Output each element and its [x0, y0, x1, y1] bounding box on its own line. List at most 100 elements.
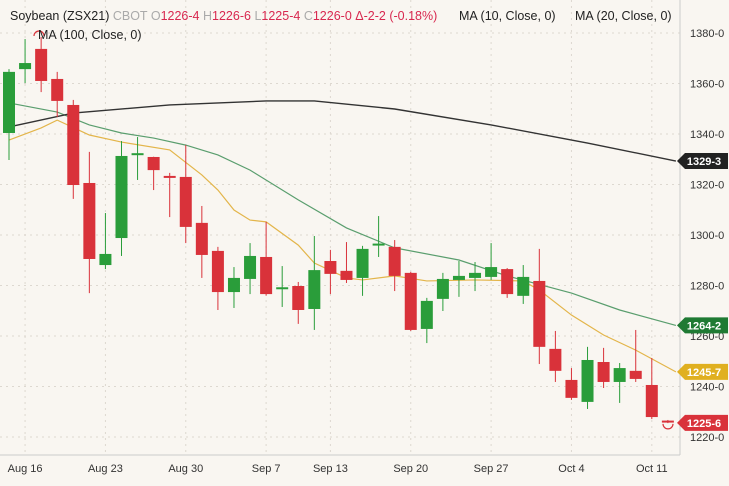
- candle-body: [420, 300, 433, 329]
- current-bar-marker-icon: [662, 423, 674, 430]
- y-tick-label: 1240-0: [690, 382, 724, 394]
- ma100-price-label: 1329-3: [677, 153, 728, 170]
- candle-body: [324, 261, 337, 274]
- ma20-price-label: 1264-2: [677, 317, 728, 334]
- ma20-line: [8, 102, 677, 326]
- x-tick-label: Oct 11: [636, 463, 668, 475]
- candle: [324, 249, 337, 295]
- candle: [35, 37, 48, 93]
- candle: [581, 346, 594, 409]
- candle-body: [613, 368, 626, 382]
- x-tick-label: Aug 30: [168, 463, 203, 475]
- candle: [517, 265, 530, 304]
- high-value: 1226-6: [212, 9, 251, 23]
- open-label: O: [150, 9, 161, 23]
- candle: [485, 243, 498, 280]
- candle: [292, 281, 305, 324]
- candle-body: [292, 286, 305, 310]
- open-value: 1226-4: [160, 9, 200, 23]
- candle-body: [581, 359, 594, 402]
- candle: [195, 205, 208, 278]
- candle-body: [67, 104, 80, 186]
- ma100-price-label-text: 1329-3: [687, 156, 721, 168]
- y-tick-label: 1320-0: [690, 180, 724, 192]
- candle-body: [372, 243, 385, 246]
- last-price-label: 1225-6: [677, 414, 728, 431]
- ma10-price-label: 1245-7: [677, 363, 728, 380]
- candle: [260, 221, 273, 296]
- candle: [67, 99, 80, 199]
- symbol-name: Soybean (ZSX21): [10, 9, 110, 23]
- candle-body: [485, 267, 498, 277]
- candle: [565, 368, 578, 400]
- candle: [549, 330, 562, 382]
- ma100-legend[interactable]: MA (100, Close, 0): [38, 28, 142, 42]
- candle: [308, 236, 321, 330]
- ma100-price-label-bg: [677, 153, 728, 170]
- change-value: Δ-2-2 (-0.18%): [355, 9, 438, 23]
- candle: [388, 240, 401, 292]
- candle-body: [404, 272, 417, 330]
- ma10-line: [8, 119, 677, 373]
- candle: [436, 272, 449, 312]
- low-value: 1225-4: [261, 9, 301, 23]
- candle: [420, 297, 433, 344]
- candle-body: [179, 176, 192, 227]
- x-tick-label: Sep 20: [393, 463, 428, 475]
- candle-body: [501, 269, 514, 295]
- candle: [51, 71, 64, 118]
- ma20-price-label-bg: [677, 317, 728, 334]
- candle: [179, 145, 192, 244]
- y-tick-label: 1380-0: [690, 28, 724, 40]
- candle: [131, 137, 144, 180]
- candle: [83, 151, 96, 294]
- x-tick-label: Sep 13: [313, 463, 348, 475]
- candle-body: [3, 71, 15, 133]
- ma10-legend[interactable]: MA (10, Close, 0): [459, 9, 556, 23]
- bar-marker-icon: [33, 30, 45, 37]
- x-tick-label: Sep 27: [474, 463, 509, 475]
- candle-body: [195, 222, 208, 255]
- candle: [115, 141, 128, 256]
- exchange: CBOT: [112, 9, 148, 23]
- candle: [356, 245, 369, 296]
- y-tick-label: 1300-0: [690, 230, 724, 242]
- x-tick-label: Aug 23: [88, 463, 123, 475]
- candle-body: [549, 348, 562, 371]
- candle-body: [147, 156, 160, 171]
- candle-body: [244, 255, 257, 279]
- candle: [613, 363, 626, 403]
- last-price-label-bg: [677, 414, 728, 431]
- candle-body: [163, 175, 176, 178]
- candle: [533, 248, 546, 365]
- candle: [661, 419, 674, 424]
- candle-body: [517, 276, 530, 296]
- x-tick-label: Aug 16: [8, 463, 43, 475]
- candle-body: [211, 250, 224, 293]
- candle: [404, 271, 417, 331]
- candle: [597, 347, 610, 389]
- ma10-price-label-bg: [677, 363, 728, 380]
- x-tick-label: Sep 7: [252, 463, 281, 475]
- candle-body: [661, 420, 674, 423]
- ma20-legend[interactable]: MA (20, Close, 0): [575, 9, 672, 23]
- candle-body: [115, 155, 128, 239]
- candle: [645, 357, 658, 420]
- y-tick-label: 1260-0: [690, 331, 724, 343]
- high-label: H: [202, 9, 213, 23]
- candle-body: [436, 278, 449, 299]
- candle-body: [276, 287, 289, 290]
- candle-body: [645, 384, 658, 418]
- candle: [3, 69, 15, 161]
- candle: [163, 172, 176, 218]
- candle-body: [19, 63, 32, 70]
- candle-body: [388, 246, 401, 276]
- candle-body: [99, 253, 112, 266]
- candle: [227, 267, 240, 308]
- last-price-label-text: 1225-6: [687, 418, 721, 430]
- ma100-line: [8, 100, 677, 162]
- candle: [276, 266, 289, 307]
- ma20-price-label-text: 1264-2: [687, 320, 721, 332]
